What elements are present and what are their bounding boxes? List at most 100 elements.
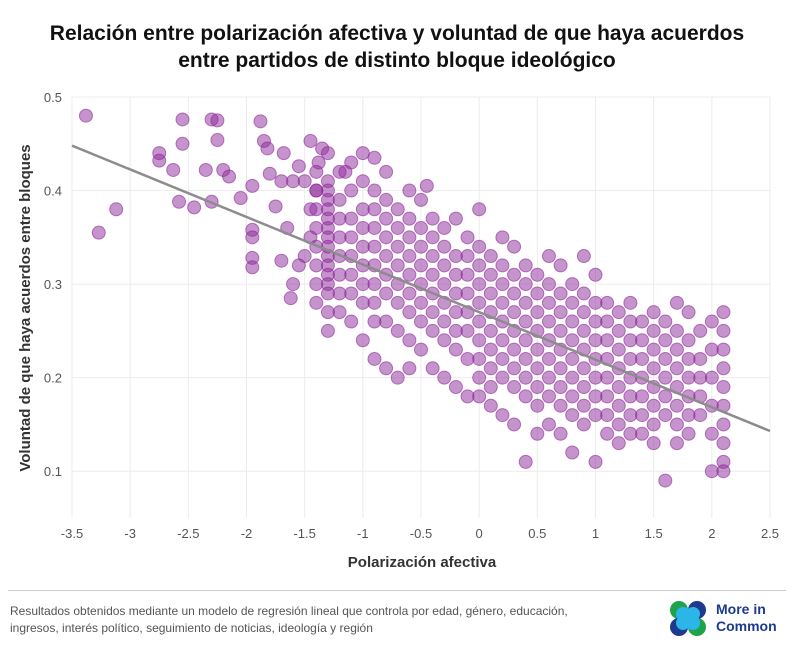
data-point xyxy=(274,253,289,268)
data-point xyxy=(344,183,359,198)
data-point xyxy=(565,408,580,423)
data-point xyxy=(344,286,359,301)
data-point xyxy=(530,286,545,301)
data-point xyxy=(565,389,580,404)
data-point xyxy=(495,370,510,385)
data-point xyxy=(367,314,382,329)
data-point xyxy=(332,267,347,282)
data-point xyxy=(507,305,522,320)
data-point xyxy=(320,146,335,161)
data-point xyxy=(425,323,440,338)
data-point xyxy=(91,225,106,240)
data-point xyxy=(658,389,673,404)
data-point xyxy=(402,361,417,376)
data-point xyxy=(402,333,417,348)
data-point xyxy=(635,426,650,441)
trend-line xyxy=(71,144,771,433)
data-point xyxy=(274,174,289,189)
data-point xyxy=(518,258,533,273)
data-point xyxy=(681,408,696,423)
data-point xyxy=(286,174,301,189)
data-point xyxy=(303,133,318,148)
data-point xyxy=(390,370,405,385)
data-point xyxy=(588,370,603,385)
data-point xyxy=(460,249,475,264)
data-point xyxy=(588,333,603,348)
data-point xyxy=(402,211,417,226)
data-point xyxy=(576,380,591,395)
data-point xyxy=(565,333,580,348)
y-tick-label: 0.3 xyxy=(44,277,62,292)
y-tick-label: 0.2 xyxy=(44,371,62,386)
data-point xyxy=(448,305,463,320)
data-point xyxy=(448,380,463,395)
data-point xyxy=(448,342,463,357)
logo-text-line2: Common xyxy=(716,618,777,634)
data-point xyxy=(402,249,417,264)
data-point xyxy=(669,342,684,357)
data-point xyxy=(658,473,673,488)
data-point xyxy=(309,202,324,217)
data-point xyxy=(635,314,650,329)
data-point xyxy=(414,295,428,310)
x-tick-label: -1.5 xyxy=(293,526,315,541)
data-point xyxy=(472,333,487,348)
data-point xyxy=(390,239,405,254)
data-point xyxy=(460,389,475,404)
data-point xyxy=(693,370,708,385)
data-point xyxy=(681,333,696,348)
data-point xyxy=(460,351,475,366)
data-point xyxy=(402,305,417,320)
data-point xyxy=(291,159,306,174)
data-point xyxy=(716,417,731,432)
data-point xyxy=(472,239,487,254)
data-point xyxy=(704,426,719,441)
data-point xyxy=(518,277,533,292)
data-point xyxy=(344,267,359,282)
data-point xyxy=(253,114,268,129)
data-point xyxy=(260,141,275,156)
data-point xyxy=(472,314,487,329)
data-point xyxy=(437,277,452,292)
data-point xyxy=(588,454,603,469)
data-point xyxy=(576,323,591,338)
x-tick-label: 2 xyxy=(708,526,715,541)
data-point xyxy=(623,426,638,441)
data-point xyxy=(483,398,498,413)
data-point xyxy=(646,417,661,432)
data-point xyxy=(646,436,661,451)
data-point xyxy=(553,286,568,301)
data-point xyxy=(297,249,312,264)
data-point xyxy=(414,314,428,329)
data-point xyxy=(172,194,187,209)
data-point xyxy=(704,464,719,479)
data-point xyxy=(483,361,498,376)
footer-divider xyxy=(8,590,786,591)
data-point xyxy=(332,286,347,301)
data-point xyxy=(669,295,684,310)
x-axis-label: Polarización afectiva xyxy=(348,554,497,571)
data-point xyxy=(367,202,382,217)
data-point xyxy=(332,305,347,320)
more-in-common-logo: More in Common xyxy=(668,600,793,640)
data-point xyxy=(483,267,498,282)
data-point xyxy=(332,164,347,179)
data-point xyxy=(553,305,568,320)
data-point xyxy=(472,351,487,366)
data-point xyxy=(600,426,615,441)
data-point xyxy=(623,408,638,423)
data-point xyxy=(187,200,202,215)
data-point xyxy=(565,370,580,385)
data-point xyxy=(222,169,237,184)
data-point xyxy=(379,192,394,207)
data-point xyxy=(518,389,533,404)
data-point xyxy=(704,342,719,357)
data-point xyxy=(565,445,580,460)
logo-text-line1: More in xyxy=(716,601,766,617)
data-point xyxy=(390,220,405,235)
data-point xyxy=(646,398,661,413)
data-point xyxy=(600,389,615,404)
data-point xyxy=(623,295,638,310)
data-point xyxy=(320,323,335,338)
data-point xyxy=(646,342,661,357)
